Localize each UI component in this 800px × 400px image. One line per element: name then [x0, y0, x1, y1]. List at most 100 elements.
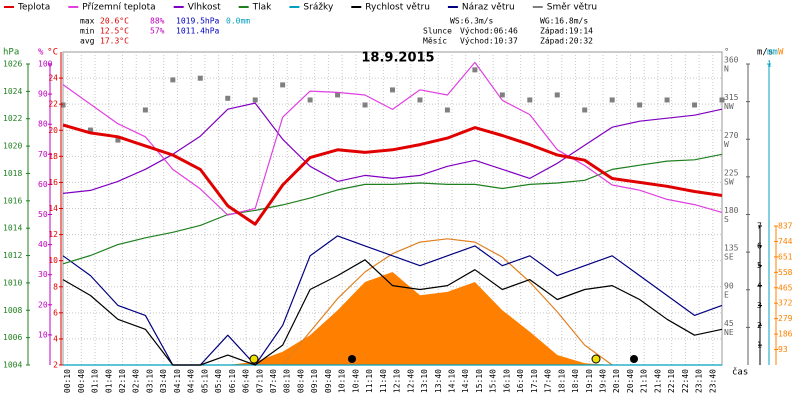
y-tick-label: 16	[48, 178, 58, 187]
x-tick-label: 19:40	[599, 369, 608, 393]
x-tick-label: 11:40	[379, 369, 388, 393]
direction-point	[554, 92, 560, 98]
y-tick-label: 180	[724, 206, 739, 215]
x-tick-label: 03:10	[145, 369, 154, 393]
stats-label: Měsíc	[423, 37, 447, 46]
compass-label: SE	[724, 253, 734, 262]
stats-value: Východ:06:46	[460, 27, 518, 36]
legend-label: Směr větru	[547, 3, 597, 13]
y-tick-label: 225	[724, 168, 739, 177]
axis-unit: W	[778, 48, 784, 58]
y-tick-label: 2	[757, 321, 762, 330]
y-tick-label: 465	[778, 283, 793, 292]
stats-value: 88%	[150, 17, 165, 26]
y-tick-label: 100	[38, 60, 53, 69]
stats-value: Západ:19:14	[540, 27, 593, 36]
legend-label: Rychlost větru	[365, 3, 430, 13]
compass-label: NE	[724, 328, 734, 337]
direction-point	[390, 87, 395, 93]
y-tick-label: 10	[38, 330, 48, 339]
y-tick-label: 3	[757, 301, 762, 310]
direction-point	[719, 97, 725, 103]
y-tick-label: 93	[778, 345, 788, 354]
y-tick-label: 10	[48, 256, 58, 265]
series-line	[62, 153, 723, 265]
compass-label: NW	[724, 102, 734, 111]
x-tick-label: 03:40	[159, 369, 168, 393]
axis-unit: °C	[47, 48, 58, 58]
direction-point	[362, 102, 368, 108]
x-tick-label: 16:40	[516, 369, 525, 393]
chart-title: 18.9.2015	[361, 51, 434, 66]
y-tick-label: 1006	[3, 333, 22, 342]
x-tick-label: 18:10	[557, 369, 566, 393]
stats-value: WS:6.3m/s	[450, 17, 494, 26]
y-tick-label: 40	[38, 240, 48, 249]
x-tick-label: 23:40	[708, 369, 717, 393]
moonrise-icon	[348, 355, 356, 363]
y-tick-label: 651	[778, 252, 793, 261]
y-tick-label: 4	[53, 334, 58, 343]
x-tick-label: 14:10	[447, 369, 456, 393]
legend-label: Náraz větru	[462, 3, 515, 13]
x-tick-label: 08:40	[296, 369, 305, 393]
x-tick-label: 04:40	[187, 369, 196, 393]
axis-unit: °	[724, 48, 729, 58]
y-tick-label: 6	[53, 308, 58, 317]
y-tick-label: 1012	[3, 251, 22, 260]
y-tick-label: 4	[757, 281, 762, 290]
x-tick-label: 21:40	[653, 369, 662, 393]
y-tick-label: 1004	[3, 361, 22, 370]
x-tick-label: 16:10	[502, 369, 511, 393]
x-tick-label: 15:10	[475, 369, 484, 393]
y-tick-label: 14	[48, 204, 58, 213]
stats-value: 0.0mm	[226, 17, 250, 26]
series-line	[282, 238, 613, 366]
x-tick-label: 20:10	[612, 369, 621, 393]
x-tick-label: 09:40	[324, 369, 333, 393]
y-tick-label: 360	[724, 56, 739, 65]
compass-label: E	[724, 290, 729, 299]
y-tick-label: 1	[757, 341, 762, 350]
x-tick-label: 07:10	[255, 369, 264, 393]
y-tick-label: 6	[757, 241, 762, 250]
y-tick-label: 7	[757, 222, 762, 231]
moonset-icon	[630, 355, 638, 363]
direction-point	[115, 137, 121, 143]
y-tick-label: 20	[48, 126, 58, 135]
y-tick-label: 80	[38, 120, 48, 129]
y-tick-label: 372	[778, 299, 793, 308]
series-area	[63, 272, 722, 365]
grid	[63, 52, 722, 366]
stats-value: 20.6°C	[100, 17, 129, 26]
x-tick-label: 06:40	[242, 369, 251, 393]
direction-point	[142, 107, 148, 113]
y-tick-label: 1008	[3, 306, 22, 315]
series-line	[62, 61, 723, 216]
x-tick-label: 00:40	[77, 369, 86, 393]
y-tick-label: 12	[48, 230, 58, 239]
x-tick-label: 17:40	[544, 369, 553, 393]
stats-value: 12.5°C	[100, 27, 129, 36]
y-tick-label: 1	[767, 60, 772, 69]
stats-value: 17.3°C	[100, 37, 129, 46]
y-tick-label: 1024	[3, 87, 22, 96]
x-tick-label: 07:40	[269, 369, 278, 393]
axis-unit: hPa	[3, 48, 19, 58]
y-tick-label: 1020	[3, 142, 22, 151]
direction-point	[280, 82, 286, 88]
y-tick-label: 1016	[3, 196, 22, 205]
stats-value: Východ:10:37	[460, 37, 518, 46]
y-tick-label: 2	[53, 361, 58, 370]
axis-unit: %	[38, 48, 44, 58]
x-tick-label: 12:10	[393, 369, 402, 393]
axis-unit: m/s	[757, 48, 773, 58]
series-line	[62, 123, 723, 226]
direction-point	[472, 67, 478, 73]
y-tick-label: 45	[724, 319, 734, 328]
x-tick-label: 05:40	[214, 369, 223, 393]
y-tick-label: 50	[38, 210, 48, 219]
y-tick-label: 279	[778, 314, 793, 323]
stats-value: 1011.4hPa	[176, 27, 220, 36]
